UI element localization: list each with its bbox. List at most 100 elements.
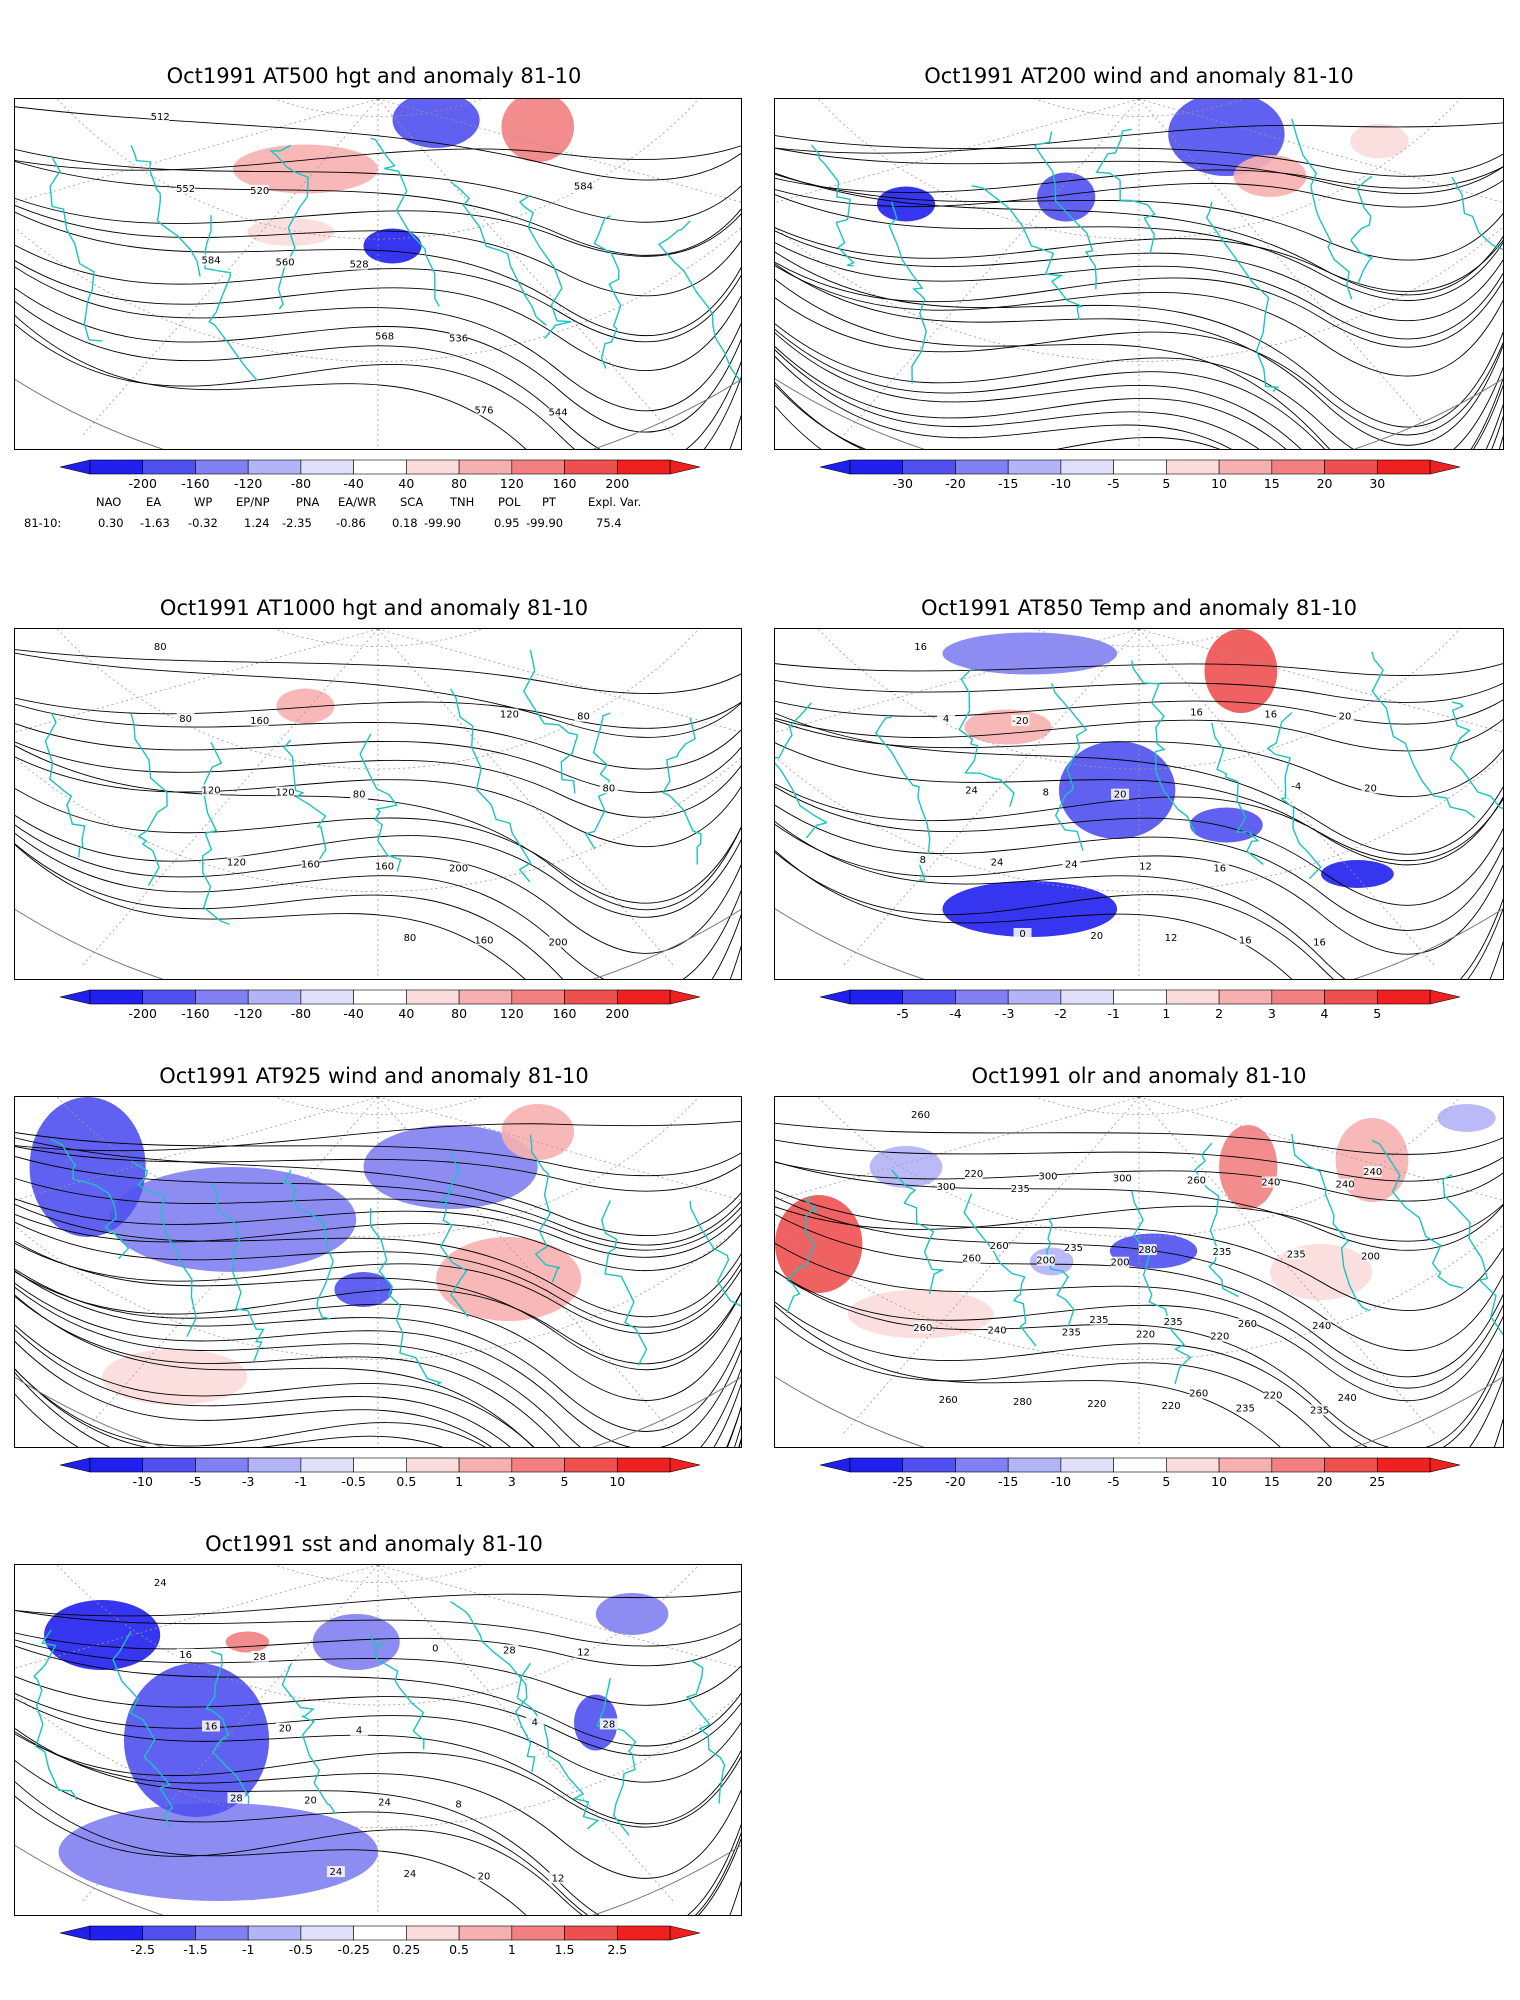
coastlines <box>33 1600 726 1836</box>
index-value-tnh: -99.90 <box>424 516 462 530</box>
colorbar-tick-label: -4 <box>949 1006 962 1021</box>
anomaly-shading <box>1233 155 1307 197</box>
contour-label: 520 <box>250 186 269 197</box>
colorbar-tick-label: -160 <box>181 476 210 491</box>
coastline <box>523 649 579 794</box>
colorbar-swatch <box>89 989 144 1005</box>
colorbar-tick-label: 5 <box>1162 1474 1171 1489</box>
coastline <box>450 1600 536 1773</box>
streamline <box>775 122 1503 154</box>
contour-label: 4 <box>356 1726 362 1737</box>
colorbar-swatch <box>955 459 1009 475</box>
map-sst: 24 28 4 8 12 16 20 24 20 12 16 20 24 28 28 28 24 0 4 <box>14 1564 742 1916</box>
coastline <box>1211 722 1264 865</box>
colorbar-min-arrow <box>59 459 91 475</box>
streamline <box>15 1286 741 1447</box>
coastline <box>529 1134 561 1283</box>
anomaly-shading <box>58 1803 378 1901</box>
colorbar-swatch <box>300 1457 354 1473</box>
contour-label: 8 <box>920 855 926 866</box>
colorbar-tick-label: 10 <box>609 1474 626 1489</box>
coastline <box>370 137 440 307</box>
contour-label: 240 <box>1312 1321 1331 1332</box>
contour-label: 8 <box>1043 788 1049 799</box>
colorbar-tick-label: -1 <box>241 1942 255 1957</box>
streamline <box>775 261 1503 348</box>
colorbar-swatch <box>1271 459 1325 475</box>
anomaly-shading <box>29 1097 146 1237</box>
coastline <box>1131 1190 1192 1384</box>
colorbar-swatch <box>849 1457 904 1473</box>
index-header-ea: EA <box>146 495 162 509</box>
colorbar-swatch <box>902 1457 956 1473</box>
contour-line <box>775 851 1503 979</box>
streamline <box>775 194 1503 302</box>
colorbar-olr: -25 -20 -15 -10 -5 5 10 15 20 25 <box>819 1457 1461 1491</box>
colorbar-swatch <box>1218 459 1273 475</box>
colorbar-swatch <box>1007 1457 1062 1473</box>
contour-label: 24 <box>991 857 1004 868</box>
contour-label: 536 <box>449 334 468 345</box>
streamline <box>15 1132 741 1177</box>
map-canvas: 16 -20 20 16 16 4 8 12 16 20 24 24 12 16 20 24 20 16 -4 8 0 <box>775 629 1503 979</box>
latitude-circle <box>273 1097 483 1115</box>
coastlines <box>50 1134 741 1386</box>
coastline <box>1131 660 1196 834</box>
colorbar-swatch <box>353 1457 407 1473</box>
map-canvas: 260 235 200 220 235 300 200 220 235 240 260 235 220 2… <box>775 1097 1503 1447</box>
coastline <box>963 1193 1037 1347</box>
contour-label: 120 <box>227 857 246 868</box>
colorbar-swatch <box>142 1925 196 1941</box>
streamline <box>15 1270 741 1432</box>
contour-label: 235 <box>1062 1327 1081 1338</box>
colorbar-swatch <box>406 1457 460 1473</box>
contour-line <box>15 649 741 694</box>
contour-label: 16 <box>1239 935 1252 946</box>
contour-line <box>775 783 1503 861</box>
contour-label: 300 <box>1038 1171 1057 1182</box>
coastline <box>1371 651 1476 819</box>
contour-line <box>15 1781 741 1915</box>
title-at200: Oct1991 AT200 wind and anomaly 81-10 <box>924 64 1354 88</box>
contour-line <box>15 824 741 954</box>
contour-label: 260 <box>939 1395 958 1406</box>
colorbar-swatch <box>1324 459 1378 475</box>
coastline <box>1449 701 1503 810</box>
coastline <box>210 1183 265 1362</box>
contour-line <box>15 1591 741 1617</box>
index-header-wp: WP <box>194 495 213 509</box>
contour-line <box>775 1242 1503 1389</box>
colorbar-max-arrow <box>1429 989 1461 1005</box>
coastline <box>281 1663 337 1815</box>
anomaly-shading <box>123 1663 270 1817</box>
contour-line <box>15 1795 741 1915</box>
colorbar-swatch <box>564 1925 618 1941</box>
contour-line <box>15 1610 741 1647</box>
coastline <box>657 220 741 384</box>
contour-label: 528 <box>350 260 369 271</box>
contour-labels: 260 235 200 220 235 300 200 220 235 240 260 235 220 2… <box>911 1109 1382 1416</box>
anomaly-shading <box>1219 1125 1278 1209</box>
contour-labels: 512 520 528 536 544 552 560 568 576 584 584 <box>151 111 593 418</box>
colorbar-swatch <box>406 989 460 1005</box>
colorbar-swatch <box>1271 1457 1325 1473</box>
colorbar-swatch <box>1060 459 1114 475</box>
colorbar-tick-label: -20 <box>945 476 966 491</box>
colorbar-tick-label: 160 <box>552 476 577 491</box>
contour-label: 20 <box>1364 783 1377 794</box>
colorbar-swatch <box>195 459 249 475</box>
colorbar-swatch <box>511 1925 565 1941</box>
map-at1000-height: 80 160 80 200 200 80 120 160 160 80 120 160 80 120 80 1… <box>14 628 742 980</box>
colorbar-tick-label: 200 <box>605 1006 630 1021</box>
coastline <box>689 1200 741 1307</box>
colorbar-tick-label: -0.25 <box>337 1942 370 1957</box>
streamline <box>15 1155 741 1246</box>
contour-label: 235 <box>1310 1405 1329 1416</box>
anomaly-shading <box>44 1600 161 1670</box>
colorbar-tick-label: 5 <box>560 1474 569 1489</box>
contour-label: 584 <box>574 182 593 193</box>
colorbar-tick-label: -5 <box>189 1474 202 1489</box>
colorbar-tick-label: -5 <box>1107 476 1120 491</box>
streamline <box>15 1341 741 1447</box>
colorbar-swatch <box>247 1457 302 1473</box>
